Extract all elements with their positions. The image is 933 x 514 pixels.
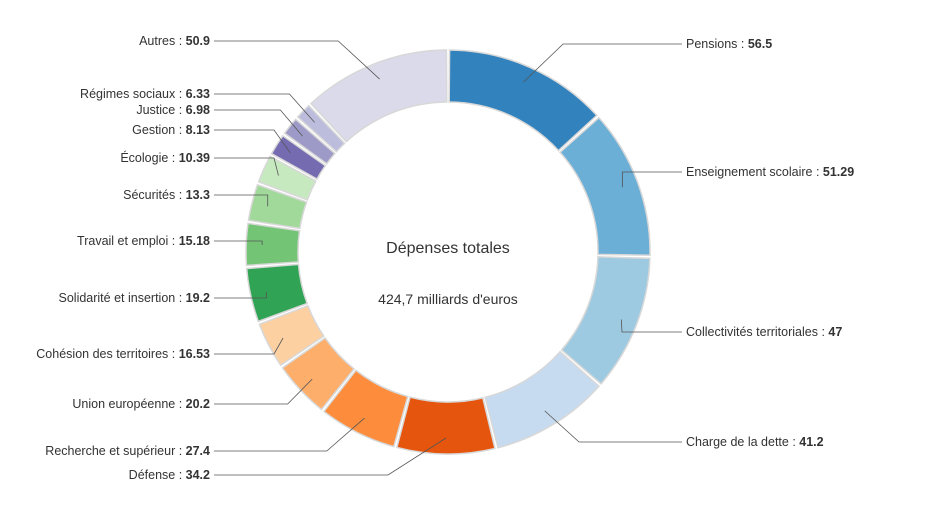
slice-defense[interactable]: [395, 396, 496, 455]
donut-slices: [245, 49, 651, 455]
label-name: Collectivités territoriales: [686, 325, 818, 339]
label-value: 10.39: [179, 151, 210, 165]
label-value: 8.13: [186, 123, 210, 137]
label-recherche-et-superieur: Recherche et supérieur : 27.4: [45, 444, 210, 458]
slice-recherche-et-superieur[interactable]: [322, 369, 409, 448]
leader-recherche-et-superieur: [214, 417, 365, 452]
label-autres: Autres : 50.9: [139, 34, 210, 48]
label-value: 56.5: [748, 37, 772, 51]
label-name: Travail et emploi: [77, 234, 168, 248]
leader-ecologie: [214, 157, 279, 176]
label-cohesion-des-territoires: Cohésion des territoires : 16.53: [36, 347, 210, 361]
label-charge-de-la-dette: Charge de la dette : 41.2: [686, 435, 824, 449]
leader-lines: [214, 40, 682, 476]
slice-charge-de-la-dette[interactable]: [484, 350, 600, 449]
leader-collectivites-territoriales: [620, 319, 682, 333]
label-justice: Justice : 6.98: [136, 103, 210, 117]
leader-enseignement-scolaire: [621, 171, 682, 188]
label-name: Charge de la dette: [686, 435, 789, 449]
label-value: 15.18: [179, 234, 210, 248]
label-solidarite-et-insertion: Solidarité et insertion : 19.2: [59, 291, 211, 305]
label-union-europeenne: Union européenne : 20.2: [72, 397, 210, 411]
label-name: Justice: [136, 103, 175, 117]
label-value: 47: [828, 325, 842, 339]
slice-labels: Pensions : 56.5 Enseignement scolaire : 5…: [36, 34, 854, 482]
label-securites: Sécurités : 13.3: [123, 188, 210, 202]
slice-collectivites-territoriales[interactable]: [560, 255, 651, 385]
leader-charge-de-la-dette: [544, 410, 682, 443]
leader-securites: [214, 194, 269, 207]
label-name: Autres: [139, 34, 175, 48]
label-regimes-sociaux: Régimes sociaux : 6.33: [80, 87, 210, 101]
label-name: Écologie: [120, 150, 168, 165]
leader-autres: [214, 40, 380, 80]
label-travail-et-emploi: Travail et emploi : 15.18: [77, 234, 210, 248]
slice-union-europeenne[interactable]: [281, 336, 356, 411]
label-value: 19.2: [186, 291, 210, 305]
label-name: Solidarité et insertion: [59, 291, 176, 305]
slice-cohesion-des-territoires[interactable]: [258, 304, 325, 367]
slice-travail-et-emploi[interactable]: [245, 222, 301, 267]
label-gestion: Gestion : 8.13: [132, 123, 210, 137]
slice-enseignement-scolaire[interactable]: [559, 116, 651, 256]
label-value: 13.3: [186, 188, 210, 202]
label-defense: Défense : 34.2: [129, 468, 210, 482]
slice-gestion[interactable]: [270, 134, 327, 180]
label-name: Union européenne: [72, 397, 175, 411]
label-name: Enseignement scolaire: [686, 165, 813, 179]
leader-gestion: [214, 129, 291, 154]
slice-solidarite-et-insertion[interactable]: [245, 263, 309, 323]
label-enseignement-scolaire: Enseignement scolaire : 51.29: [686, 165, 854, 179]
slice-securites[interactable]: [247, 183, 308, 230]
label-value: 6.98: [186, 103, 210, 117]
leader-solidarite-et-insertion: [214, 291, 267, 299]
label-name: Régimes sociaux: [80, 87, 176, 101]
leader-union-europeenne: [214, 378, 313, 405]
label-collectivites-territoriales: Collectivités territoriales : 47: [686, 325, 842, 339]
label-ecologie: Écologie : 10.39: [120, 150, 210, 165]
label-value: 41.2: [799, 435, 823, 449]
label-value: 50.9: [186, 34, 210, 48]
leader-pensions: [523, 43, 682, 83]
center-subtitle: 424,7 milliards d'euros: [378, 291, 518, 307]
slice-autres[interactable]: [309, 49, 448, 143]
leader-travail-et-emploi: [214, 240, 263, 245]
label-value: 16.53: [179, 347, 210, 361]
label-value: 6.33: [186, 87, 210, 101]
slice-regimes-sociaux[interactable]: [296, 104, 346, 153]
label-name: Recherche et supérieur: [45, 444, 175, 458]
label-name: Gestion: [132, 123, 175, 137]
label-name: Pensions: [686, 37, 737, 51]
leader-defense: [214, 437, 447, 476]
slice-ecologie[interactable]: [257, 155, 317, 201]
slice-pensions[interactable]: [448, 49, 598, 152]
label-pensions: Pensions : 56.5: [686, 37, 772, 51]
label-value: 20.2: [186, 397, 210, 411]
label-value: 27.4: [186, 444, 210, 458]
label-value: 34.2: [186, 468, 210, 482]
label-value: 51.29: [823, 165, 854, 179]
leader-justice: [214, 109, 303, 137]
center-title: Dépenses totales: [386, 240, 510, 257]
leader-cohesion-des-territoires: [214, 337, 284, 355]
label-name: Défense: [129, 468, 176, 482]
leader-regimes-sociaux: [214, 93, 315, 123]
label-name: Cohésion des territoires: [36, 347, 168, 361]
label-name: Sécurités: [123, 188, 175, 202]
